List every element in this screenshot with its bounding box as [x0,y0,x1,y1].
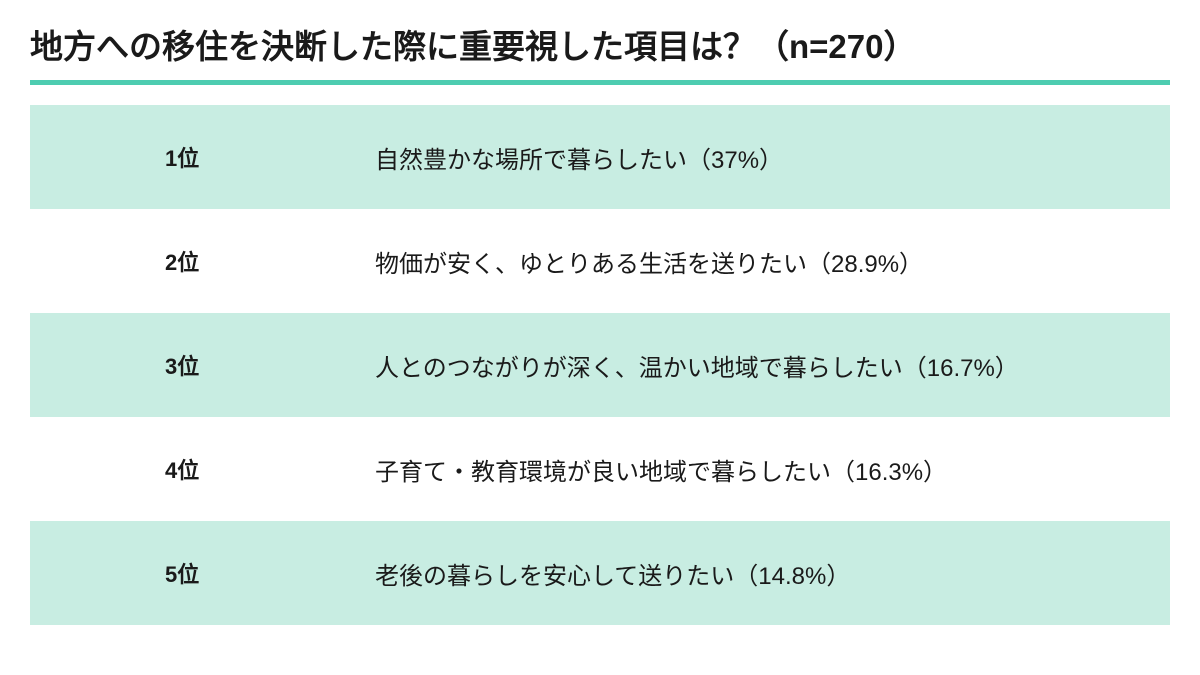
rank-label: 1位 [165,141,375,173]
ranking-row: 2位物価が安く、ゆとりある生活を送りたい（28.9%） [30,209,1170,313]
rank-description: 人とのつながりが深く、温かい地域で暮らしたい（16.7%） [375,348,1170,383]
rank-label: 3位 [165,349,375,381]
rank-number: 1 [165,146,177,171]
ranking-row: 4位子育て・教育環境が良い地域で暮らしたい（16.3%） [30,417,1170,521]
rank-description: 老後の暮らしを安心して送りたい（14.8%） [375,556,1170,591]
rank-suffix: 位 [177,562,199,587]
rank-number: 5 [165,562,177,587]
rank-label: 4位 [165,453,375,485]
rank-suffix: 位 [177,146,199,171]
rank-suffix: 位 [177,354,199,379]
rank-number: 3 [165,354,177,379]
rank-suffix: 位 [177,250,199,275]
rank-number: 4 [165,458,177,483]
ranking-row: 3位人とのつながりが深く、温かい地域で暮らしたい（16.7%） [30,313,1170,417]
ranking-list: 1位自然豊かな場所で暮らしたい（37%）2位物価が安く、ゆとりある生活を送りたい… [30,105,1170,625]
title-underline [30,80,1170,85]
ranking-row: 5位老後の暮らしを安心して送りたい（14.8%） [30,521,1170,625]
slide-container: 地方への移住を決断した際に重要視した項目は？（n=270） 1位自然豊かな場所で… [0,0,1200,675]
rank-suffix: 位 [177,458,199,483]
rank-description: 物価が安く、ゆとりある生活を送りたい（28.9%） [375,244,1170,279]
ranking-row: 1位自然豊かな場所で暮らしたい（37%） [30,105,1170,209]
rank-description: 子育て・教育環境が良い地域で暮らしたい（16.3%） [375,452,1170,487]
rank-number: 2 [165,250,177,275]
rank-label: 5位 [165,557,375,589]
rank-label: 2位 [165,245,375,277]
rank-description: 自然豊かな場所で暮らしたい（37%） [375,140,1170,175]
page-title: 地方への移住を決断した際に重要視した項目は？（n=270） [30,20,1170,78]
